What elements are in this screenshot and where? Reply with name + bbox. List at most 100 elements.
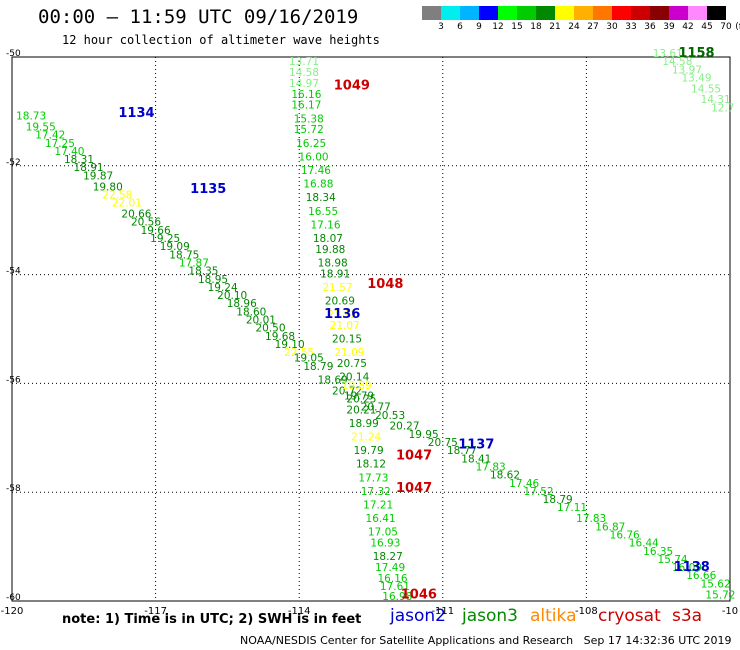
legend-label: 36 — [644, 22, 656, 32]
legend-swatch — [650, 6, 669, 20]
swh-value: 21.57 — [322, 282, 352, 294]
swh-value: 16.35 — [643, 546, 673, 558]
swh-value: 19.68 — [265, 331, 295, 343]
legend-label: 3 — [438, 22, 444, 32]
swh-value: 17.49 — [375, 562, 405, 574]
swh-value: 16.00 — [299, 151, 329, 163]
swh-value: 16.55 — [308, 206, 338, 218]
legend-swatch — [688, 6, 707, 20]
swh-value: 17.21 — [363, 500, 393, 512]
satellite-label-cryosat: cryosat — [598, 606, 661, 626]
swh-value: 16.17 — [291, 100, 321, 112]
swh-value: 15.72 — [294, 124, 324, 136]
swh-value: 16.87 — [595, 521, 625, 533]
legend-label: 27 — [587, 22, 599, 32]
swh-value: 19.55 — [26, 121, 56, 133]
swh-value: 16.41 — [366, 513, 396, 525]
swh-value: 19.24 — [208, 282, 238, 294]
legend-label: 15 — [511, 22, 523, 32]
legend-swatch — [555, 6, 574, 20]
legend-swatch — [422, 6, 441, 20]
swh-value: 16.66 — [686, 570, 716, 582]
legend-label: 18 — [530, 22, 542, 32]
pass-label: 1047 — [396, 481, 432, 496]
swh-value: 18.69 — [318, 374, 348, 386]
legend-label: 45 — [701, 22, 713, 32]
swh-value: 17.46 — [509, 478, 539, 490]
legend-unit: (ft) — [735, 22, 740, 32]
page-subtitle: 12 hour collection of altimeter wave hei… — [62, 33, 380, 47]
pass-label: 1046 — [401, 587, 437, 602]
swh-value: 18.31 — [64, 154, 94, 166]
swh-value: 19.10 — [275, 339, 305, 351]
swh-value: 20.75 — [428, 437, 458, 449]
swh-value: 19.87 — [83, 170, 113, 182]
swh-value: 14.31 — [701, 94, 731, 106]
legend-label: 39 — [663, 22, 675, 32]
swh-value: 17.16 — [310, 219, 340, 231]
legend-swatch — [612, 6, 631, 20]
y-tick-label: -56 — [6, 375, 21, 385]
swh-value: 16.88 — [303, 179, 333, 191]
swh-value: 19.05 — [294, 353, 324, 365]
swh-value: 18.60 — [236, 306, 266, 318]
swh-value: 13.71 — [289, 56, 319, 68]
swh-value: 18.73 — [16, 111, 46, 123]
swh-value: 20.75 — [337, 358, 367, 370]
swh-value: 20.14 — [339, 372, 369, 384]
swh-value: 19.80 — [93, 181, 123, 193]
swh-value: 17.40 — [54, 146, 84, 158]
pass-label: 1158 — [678, 46, 714, 61]
swh-value: 21.09 — [334, 347, 364, 359]
swh-value: 18.35 — [188, 266, 218, 278]
swh-value: 16.93 — [370, 538, 400, 550]
x-tick-label: -10 — [722, 606, 738, 617]
swh-value: 18.79 — [543, 494, 573, 506]
swh-value: 17.11 — [557, 502, 587, 514]
swh-value: 13.97 — [672, 64, 702, 76]
footer-credit: NOAA/NESDIS Center for Satellite Applica… — [240, 634, 732, 647]
swh-value: 17.46 — [301, 165, 331, 177]
swh-value: 17.32 — [361, 486, 391, 498]
swh-value: 17.05 — [368, 527, 398, 539]
pass-label: 1049 — [334, 79, 370, 94]
swh-value: 18.62 — [490, 470, 520, 482]
legend-swatch — [460, 6, 479, 20]
legend-label: 12 — [492, 22, 504, 32]
swh-value: 19.95 — [409, 429, 439, 441]
swh-value: 18.79 — [303, 361, 333, 373]
legend-swatch — [631, 6, 650, 20]
swh-value: 17.73 — [358, 472, 388, 484]
swh-value: 15.74 — [658, 554, 688, 566]
legend-label: 9 — [476, 22, 482, 32]
swh-value: 17.52 — [524, 486, 554, 498]
swh-value: 20.01 — [246, 315, 276, 327]
swh-value: 17.61 — [380, 581, 410, 593]
swh-value: 19.88 — [315, 244, 345, 256]
x-tick-label: -111 — [431, 606, 454, 617]
swh-value: 14.55 — [691, 83, 721, 95]
y-tick-label: -60 — [6, 593, 21, 603]
legend-swatch — [669, 6, 688, 20]
legend-swatch — [536, 6, 555, 20]
swh-value: 17.83 — [476, 461, 506, 473]
swh-value: 14.58 — [662, 56, 692, 68]
pass-label: 1137 — [458, 438, 494, 453]
y-tick-label: -54 — [6, 267, 21, 277]
legend-swatch — [441, 6, 460, 20]
x-tick-label: -108 — [575, 606, 598, 617]
pass-label: 1134 — [118, 106, 154, 121]
legend-label: 30 — [606, 22, 618, 32]
swh-value: 13.61 — [653, 48, 683, 60]
swh-value: 12.7 — [711, 102, 734, 114]
swh-value: 18.95 — [198, 274, 228, 286]
swh-value: 20.53 — [375, 410, 405, 422]
satellite-label-jason2: jason2 — [390, 606, 446, 626]
swh-value: 16.25 — [296, 138, 326, 150]
pass-label: 1136 — [324, 307, 360, 322]
swh-value: 18.96 — [227, 298, 257, 310]
x-tick-label: -120 — [1, 606, 24, 617]
y-tick-label: -52 — [6, 158, 21, 168]
swh-value: 17.42 — [35, 130, 65, 142]
swh-value: 20.69 — [325, 296, 355, 308]
